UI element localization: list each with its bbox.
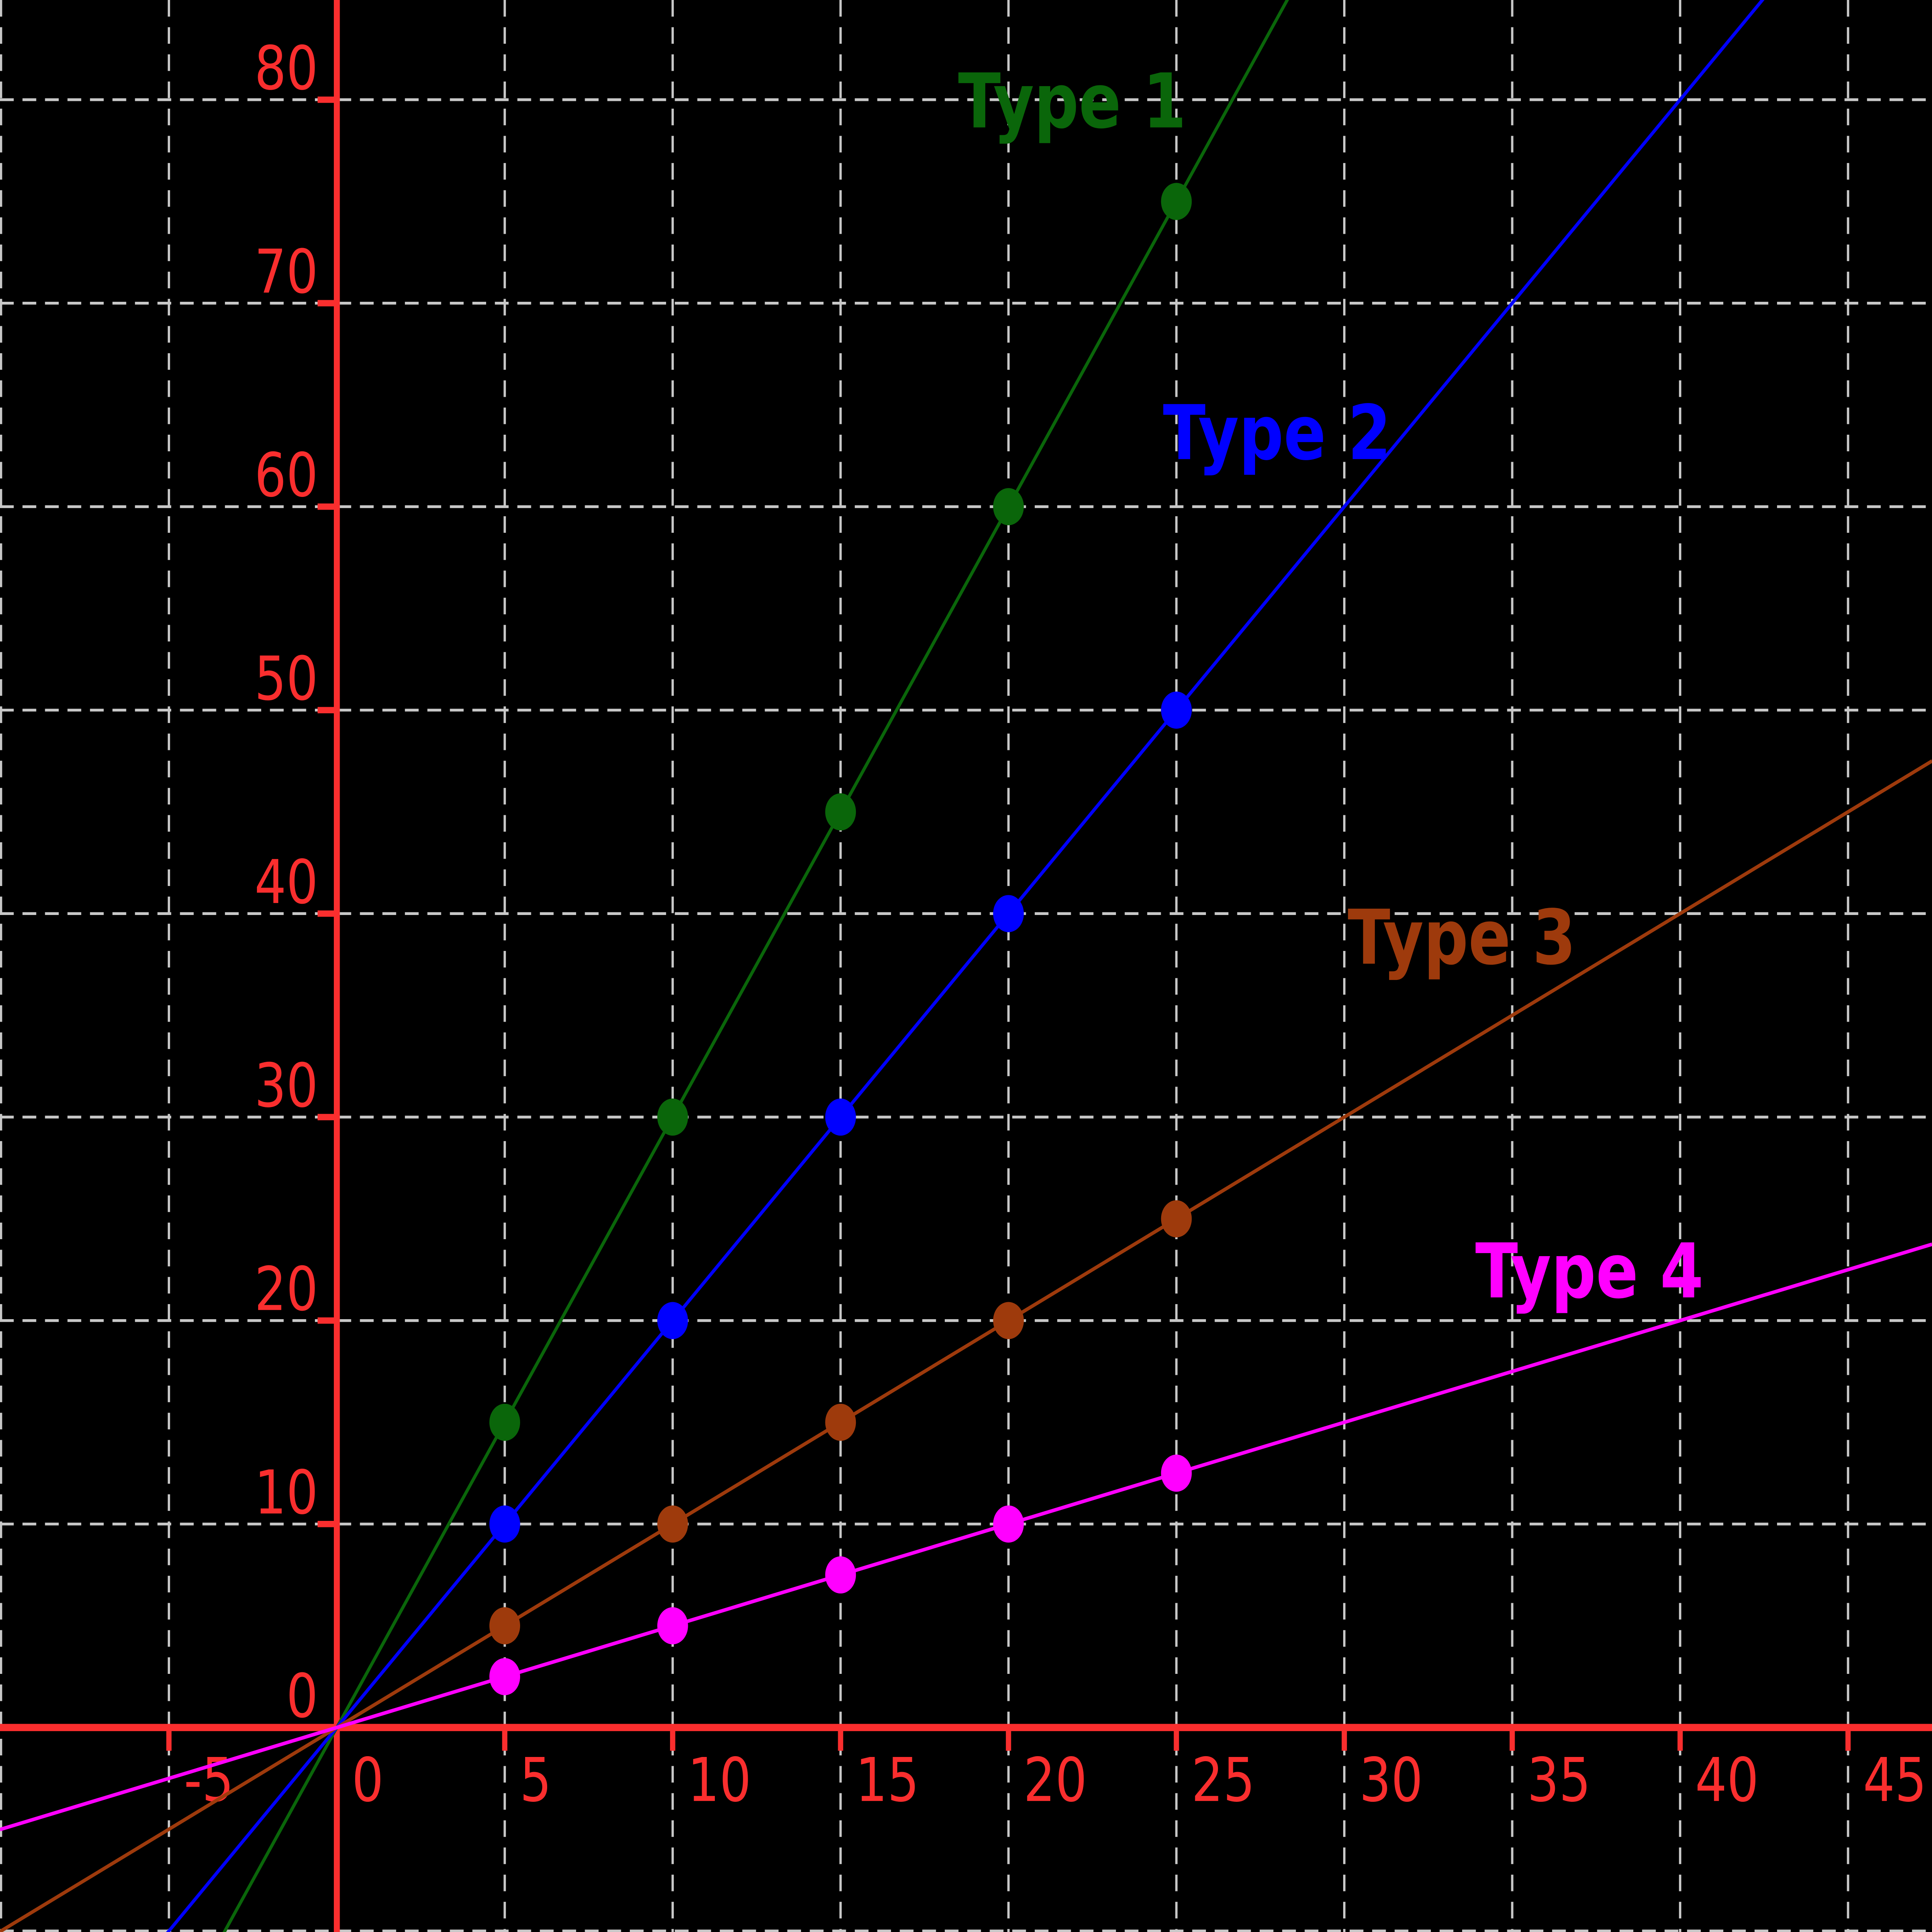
- y-tick-label-50: 50: [255, 644, 318, 714]
- y-tick-label-10: 10: [255, 1458, 318, 1528]
- series-line-type-3: [0, 759, 1932, 1932]
- y-tick-label-30: 30: [255, 1051, 318, 1121]
- data-point-type-1-5: [489, 1403, 520, 1441]
- data-point-type-4-25: [1161, 1454, 1192, 1492]
- y-tick-label-20: 20: [255, 1254, 318, 1324]
- y-tick-label-60: 60: [255, 440, 318, 510]
- series-type-3: Type 3: [0, 759, 1932, 1932]
- data-point-type-1-10: [657, 1098, 688, 1136]
- data-point-type-4-15: [825, 1556, 856, 1594]
- x-tick-label-25: 25: [1191, 1745, 1255, 1815]
- x-tick-label-5: 5: [520, 1745, 551, 1815]
- y-tick-label-0: 0: [286, 1661, 318, 1731]
- data-point-type-4-10: [657, 1607, 688, 1645]
- series-label-type-4: Type 4: [1475, 1228, 1704, 1316]
- x-tick-label-0: 0: [352, 1745, 384, 1815]
- data-point-type-3-15: [825, 1403, 856, 1441]
- y-tick-label-40: 40: [255, 847, 318, 917]
- series-type-4: Type 4: [0, 1228, 1932, 1832]
- data-point-type-2-5: [489, 1505, 520, 1543]
- x-tick-label-40: 40: [1695, 1745, 1759, 1815]
- x-tick-label-10: 10: [688, 1745, 752, 1815]
- series-label-type-3: Type 3: [1348, 894, 1576, 982]
- data-point-type-2-10: [657, 1302, 688, 1339]
- data-point-type-1-15: [825, 793, 856, 831]
- x-tick-label-35: 35: [1527, 1745, 1591, 1815]
- data-point-type-1-25: [1161, 183, 1192, 220]
- x-tick-label-15: 15: [855, 1745, 919, 1815]
- data-point-type-2-20: [993, 895, 1024, 932]
- data-point-type-4-20: [993, 1505, 1024, 1543]
- x-tick-label-20: 20: [1024, 1745, 1087, 1815]
- data-point-type-3-20: [993, 1302, 1024, 1339]
- series-line-type-4: [0, 1242, 1932, 1832]
- data-point-type-3-10: [657, 1505, 688, 1543]
- data-point-type-2-25: [1161, 691, 1192, 729]
- data-point-type-3-5: [489, 1607, 520, 1645]
- data-point-type-1-20: [993, 488, 1024, 526]
- y-tick-label-80: 80: [255, 33, 318, 104]
- y-tick-label-70: 70: [255, 236, 318, 307]
- x-tick-label-45: 45: [1863, 1745, 1927, 1815]
- data-point-type-4-5: [489, 1658, 520, 1696]
- x-tick-label-30: 30: [1359, 1745, 1423, 1815]
- series-label-type-2: Type 2: [1163, 389, 1391, 477]
- data-point-type-3-25: [1161, 1200, 1192, 1238]
- data-point-type-2-15: [825, 1098, 856, 1136]
- series-label-type-1: Type 1: [958, 58, 1187, 146]
